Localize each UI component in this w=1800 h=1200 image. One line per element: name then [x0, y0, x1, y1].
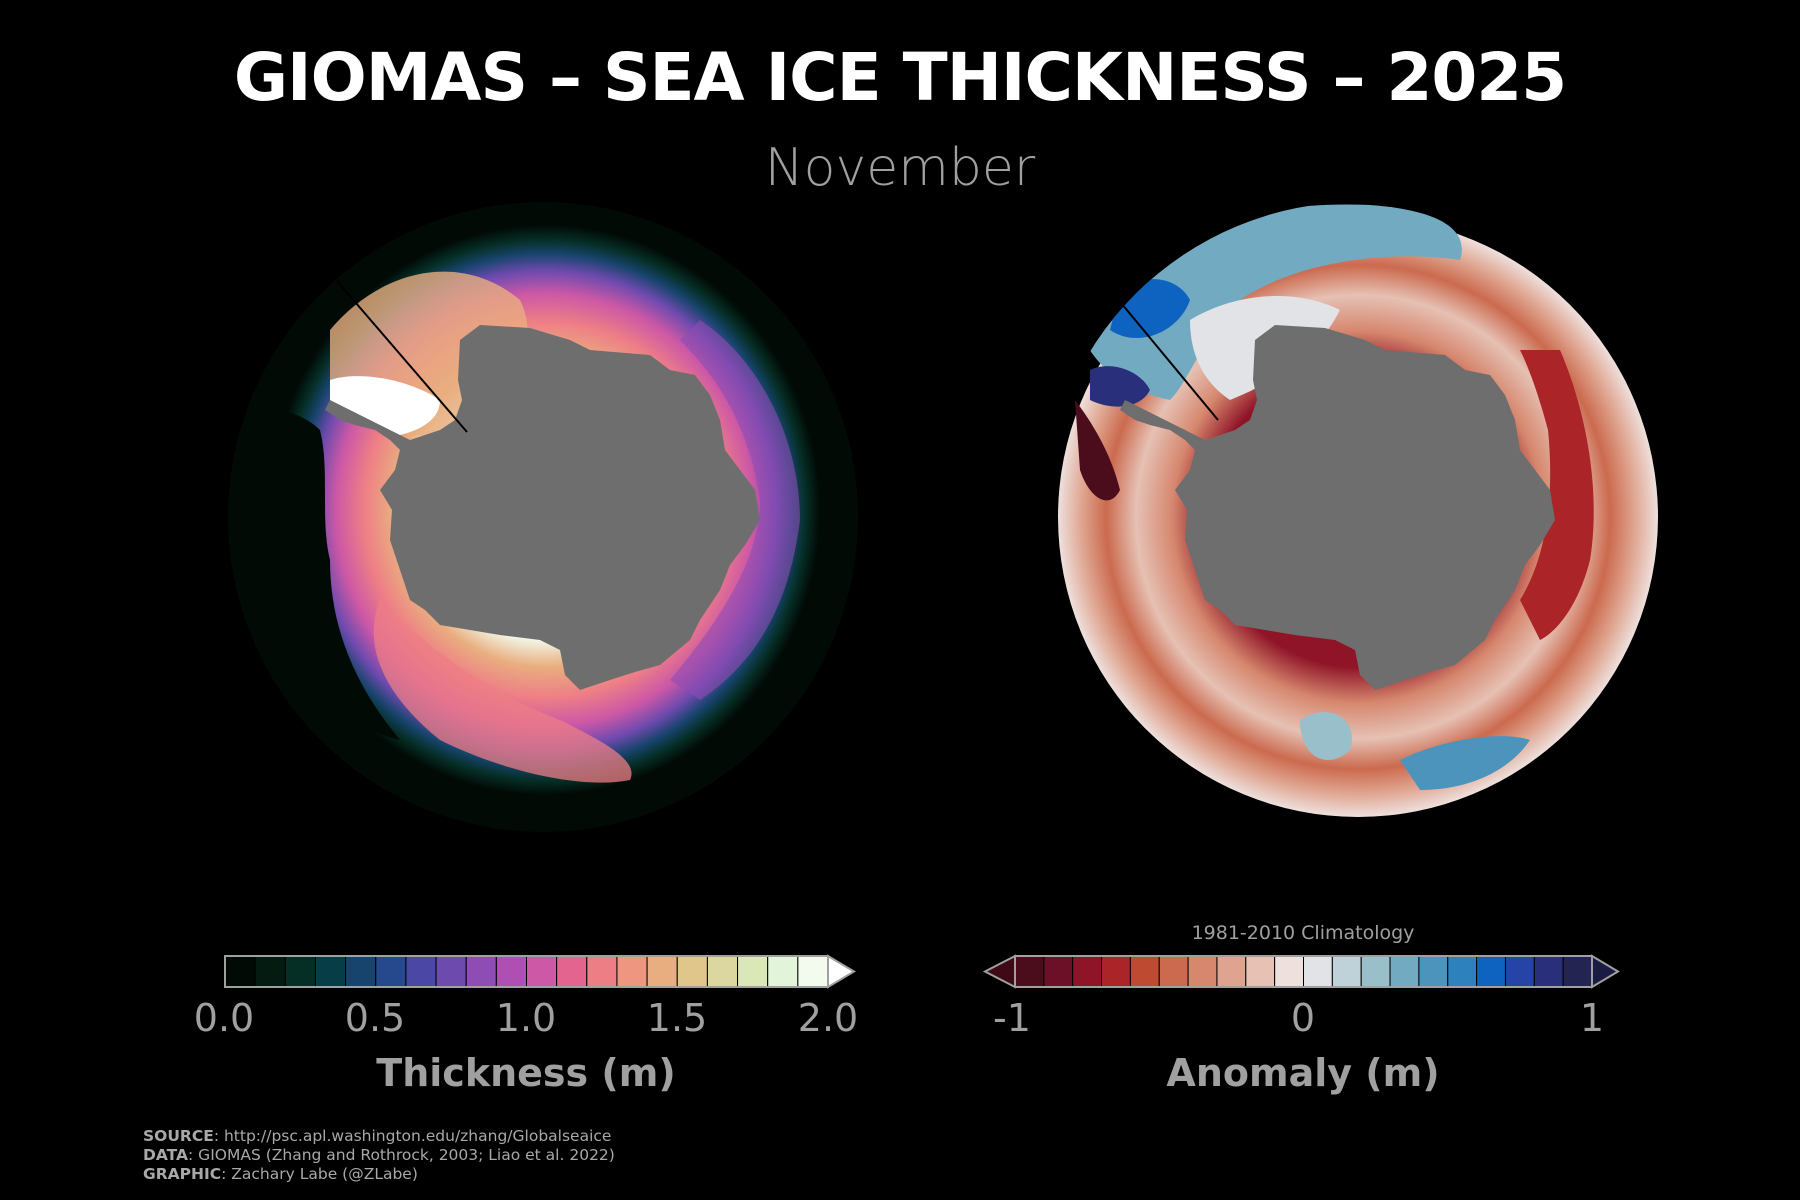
anomaly-colorbar-segment — [1533, 955, 1564, 988]
anomaly-colorbar-segment — [1101, 955, 1131, 988]
thickness-ross-sea-ice — [373, 600, 632, 783]
credit-graphic: GRAPHIC: Zachary Labe (@ZLabe) — [143, 1165, 615, 1184]
anomaly-colorbar-segment — [1187, 955, 1218, 988]
thickness-colorbar-segment — [706, 955, 739, 988]
thickness-colorbar — [224, 954, 856, 989]
anomaly-bellingshausen-strong-negative — [1075, 400, 1120, 501]
anomaly-east-negative-band — [1520, 350, 1594, 640]
thickness-tick-label: 0.0 — [193, 996, 255, 1040]
anomaly-tick-label: -1 — [993, 996, 1031, 1040]
anomaly-map — [1058, 204, 1658, 817]
anomaly-colorbar-segment — [1418, 955, 1449, 988]
thickness-colorbar-segment — [526, 955, 558, 988]
meridian-line-right — [1111, 291, 1219, 421]
anomaly-colorbar-segment — [1504, 955, 1535, 988]
thickness-colorbar-segment — [314, 955, 347, 988]
anomaly-colorbar-segment — [1245, 955, 1276, 988]
thickness-colorbar-segment — [405, 955, 437, 988]
anomaly-colorbar-segment — [1158, 955, 1189, 988]
anomaly-amundsen-positive — [1400, 736, 1530, 790]
anomaly-colorbar-segment — [1360, 955, 1391, 988]
anomaly-colorbar-segment — [1331, 955, 1362, 988]
thickness-colorbar-segment — [676, 955, 708, 988]
thickness-tick-label: 1.5 — [646, 996, 708, 1040]
anomaly-colorbar-segment — [1476, 955, 1506, 988]
credit-data: DATA: GIOMAS (Zhang and Rothrock, 2003; … — [143, 1146, 615, 1165]
credit-graphic-text: : Zachary Labe (@ZLabe) — [221, 1165, 418, 1183]
antarctica-landmass-right — [1120, 325, 1555, 690]
anomaly-colorbar-segment — [1447, 955, 1478, 988]
anomaly-colorbar-segment — [1129, 955, 1160, 988]
thickness-colorbar-outline — [224, 955, 829, 988]
credit-source-url: : http://psc.apl.washington.edu/zhang/Gl… — [213, 1127, 612, 1145]
thickness-colorbar-segment — [495, 955, 528, 988]
thickness-colorbar-segment — [254, 955, 286, 988]
anomaly-tick-label: 1 — [1579, 996, 1605, 1040]
anomaly-colorbar-segment — [1216, 955, 1247, 988]
anomaly-ross-positive-patch — [1300, 711, 1352, 760]
page-title: GIOMAS – SEA ICE THICKNESS – 2025 — [233, 39, 1567, 116]
credits: SOURCE: http://psc.apl.washington.edu/zh… — [143, 1127, 615, 1184]
thickness-colorbar-label: Thickness (m) — [376, 1051, 676, 1095]
anomaly-colorbar-segment — [1043, 955, 1074, 988]
credit-source: SOURCE: http://psc.apl.washington.edu/zh… — [143, 1127, 615, 1146]
credit-data-text: : GIOMAS (Zhang and Rothrock, 2003; Liao… — [188, 1146, 615, 1164]
anomaly-colorbar-segment — [1562, 955, 1593, 988]
thickness-colorbar-segment — [284, 955, 316, 988]
thickness-colorbar-over-triangle — [827, 954, 856, 989]
thickness-colorbar-segment — [345, 955, 377, 988]
thickness-map — [228, 202, 858, 832]
thickness-tick-label: 2.0 — [797, 996, 859, 1040]
anomaly-colorbar-segment — [1303, 955, 1333, 988]
anomaly-colorbar-segment — [1072, 955, 1103, 988]
thickness-colorbar-segment — [646, 955, 678, 988]
thickness-west-open-ocean — [228, 409, 400, 740]
thickness-colorbar-segment — [375, 955, 407, 988]
thickness-colorbar-segment — [586, 955, 618, 988]
anomaly-colorbar-under-triangle — [982, 954, 1016, 989]
thickness-colorbar-segment — [224, 955, 256, 988]
credit-source-label: SOURCE — [143, 1127, 214, 1145]
page-subtitle: November — [764, 138, 1036, 198]
thickness-tick-label: 1.0 — [495, 996, 557, 1040]
thickness-colorbar-segment — [737, 955, 769, 988]
anomaly-colorbar-segment — [1014, 955, 1045, 988]
thickness-colorbar-segment — [616, 955, 648, 988]
climatology-annotation: 1981-2010 Climatology — [1191, 922, 1415, 944]
anomaly-colorbar-segment — [1274, 955, 1305, 988]
thickness-east-pack — [670, 320, 800, 700]
anomaly-colorbar-outline — [1014, 955, 1593, 988]
anomaly-peninsula-strong-positive — [1090, 366, 1150, 407]
thickness-colorbar-segment — [767, 955, 799, 988]
thickness-tick-label: 0.5 — [344, 996, 406, 1040]
thickness-colorbar-segment — [465, 955, 497, 988]
anomaly-colorbar-over-triangle — [1591, 954, 1620, 989]
antarctica-landmass-left — [325, 325, 760, 690]
anomaly-colorbar-label: Anomaly (m) — [1166, 1051, 1440, 1095]
credit-graphic-label: GRAPHIC — [143, 1165, 222, 1183]
anomaly-colorbar-segment — [1389, 955, 1420, 988]
thickness-colorbar-segment — [435, 955, 467, 988]
thickness-colorbar-segment — [797, 955, 829, 988]
meridian-line-left — [336, 280, 468, 433]
anomaly-colorbar — [982, 954, 1620, 989]
thickness-colorbar-segment — [556, 955, 588, 988]
credit-data-label: DATA — [143, 1146, 189, 1164]
anomaly-tick-label: 0 — [1290, 996, 1316, 1040]
